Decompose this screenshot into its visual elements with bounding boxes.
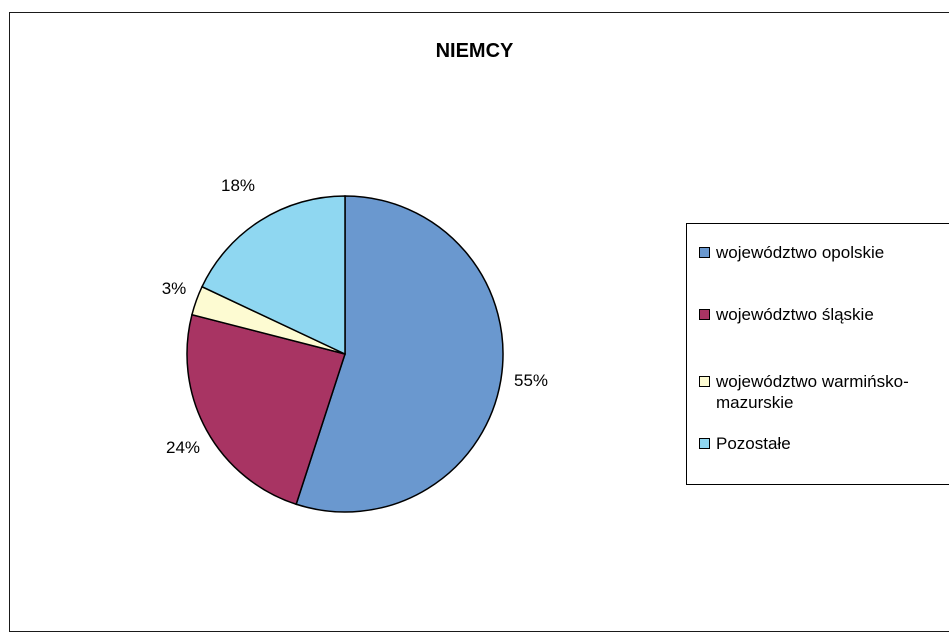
slice-percent-label: 18% xyxy=(221,176,255,195)
legend-label: województwo opolskie xyxy=(716,243,885,262)
chart-title: NIEMCY xyxy=(435,40,514,62)
slice-percent-label: 3% xyxy=(162,279,187,298)
pie-slice xyxy=(201,195,346,356)
legend: województwo opolskie województwo śląskie… xyxy=(686,223,949,485)
legend-label: Pozostałe xyxy=(716,434,791,453)
slice-percent-label: 55% xyxy=(514,371,548,390)
pie-chart: 55% 24% 3% 18% xyxy=(162,176,548,513)
legend-swatch xyxy=(699,247,710,258)
legend-label: województwo śląskie xyxy=(716,305,874,324)
legend-swatch xyxy=(699,309,710,320)
legend-swatch xyxy=(699,438,710,449)
pie-slice xyxy=(295,195,504,513)
pie-slice xyxy=(186,313,346,506)
legend-label: województwo warmińsko-mazurskie xyxy=(716,372,909,412)
slice-percent-label: 24% xyxy=(166,438,200,457)
legend-swatch xyxy=(699,376,710,387)
